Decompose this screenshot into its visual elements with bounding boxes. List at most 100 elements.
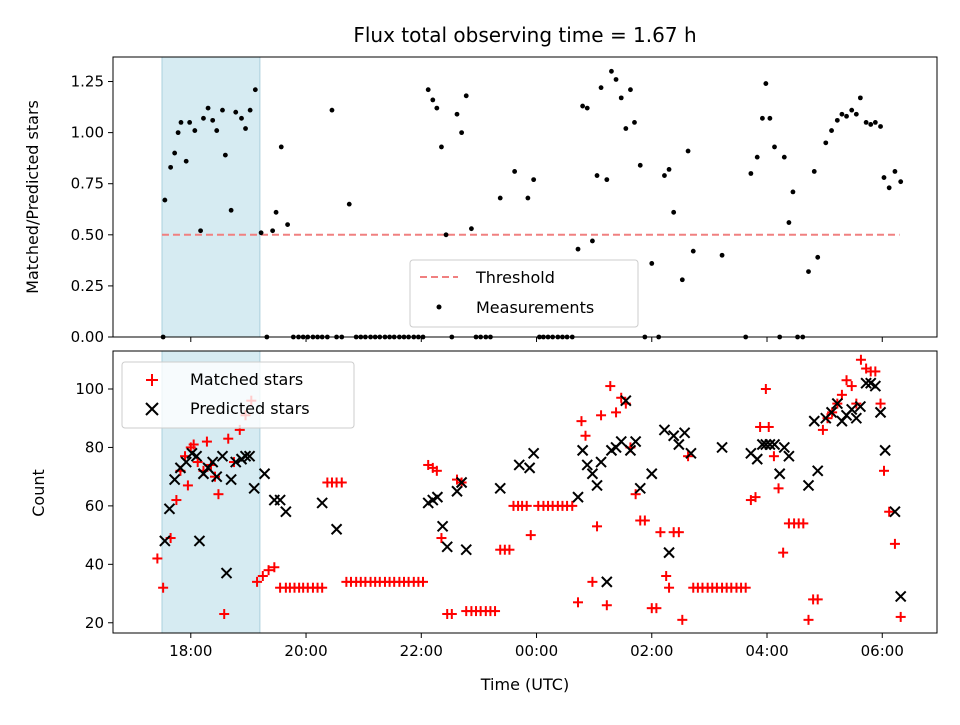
predicted-star-stroke-b [678, 427, 691, 439]
predicted-star-stroke-b [846, 403, 858, 416]
matched-star-point [760, 383, 771, 394]
matched-star-point [870, 366, 881, 377]
measurement-point [767, 115, 773, 121]
predicted-star-point [591, 479, 603, 492]
predicted-star-stroke-b [802, 479, 815, 492]
predicted-star-point [159, 535, 171, 547]
predicted-star-stroke-b [667, 430, 680, 442]
predicted-star-stroke-b [316, 497, 328, 509]
legend-measurements-swatch [436, 304, 442, 310]
measurement-point [512, 169, 518, 174]
measurement-point [175, 130, 181, 136]
predicted-star-stroke-b [220, 567, 233, 579]
predicted-star-stroke-b [629, 435, 642, 448]
predicted-star-point [180, 456, 192, 468]
predicted-star-stroke-b [206, 456, 219, 468]
matched-star-point [182, 480, 193, 491]
matched-star-point [755, 421, 766, 432]
top-y-tick-label: 0.00 [71, 328, 104, 346]
matched-star-point [740, 582, 751, 593]
predicted-star-stroke-b [211, 470, 223, 483]
measurement-point [632, 120, 637, 125]
matched-star-point [803, 614, 814, 625]
bottom-x-tick-label: 04:00 [745, 642, 788, 660]
predicted-star-point [663, 546, 675, 559]
predicted-star-point [646, 468, 658, 480]
measurement-point [853, 111, 859, 117]
measurement-point [220, 107, 225, 113]
matched-star-point [576, 416, 587, 427]
matched-star-point [889, 538, 900, 549]
matched-star-point [841, 375, 852, 386]
measurement-point [454, 111, 460, 117]
measurement-point [210, 117, 216, 123]
predicted-star-point [601, 576, 613, 588]
predicted-star-point [764, 438, 776, 451]
matched-star-point [798, 518, 809, 529]
legend-predicted-swatch [145, 402, 159, 416]
predicted-star-point [620, 394, 632, 407]
matched-star-point [592, 521, 603, 532]
predicted-star-stroke-b [812, 465, 824, 477]
matched-star-point [263, 565, 274, 576]
bottom-y-axis-label: Count [29, 469, 48, 517]
measurement-point [878, 124, 883, 129]
top-y-tick-label: 1.25 [71, 73, 104, 91]
predicted-star-stroke-b [764, 438, 776, 451]
predicted-star-stroke-b [436, 520, 449, 533]
bottom-x-tick-label: 00:00 [515, 642, 558, 660]
predicted-star-stroke-b [615, 435, 627, 448]
predicted-star-point [316, 497, 328, 509]
predicted-star-stroke-b [685, 447, 697, 459]
measurement-point [781, 154, 787, 160]
matched-star-point [158, 582, 169, 593]
predicted-star-point [572, 491, 584, 503]
predicted-star-point [595, 456, 607, 468]
measurement-point [881, 175, 887, 180]
measurement-point [618, 95, 624, 101]
matched-star-point [651, 603, 662, 614]
predicted-star-stroke-b [441, 541, 453, 553]
measurement-point [222, 152, 228, 158]
predicted-star-stroke-b [572, 491, 584, 503]
measurement-point [270, 228, 276, 234]
measurement-point [786, 220, 792, 225]
top-y-tick-label: 0.50 [71, 226, 104, 244]
measurement-point [443, 232, 449, 238]
predicted-star-stroke-b [865, 377, 877, 389]
measurement-point [214, 128, 220, 133]
measurement-point [649, 261, 655, 266]
matched-star-point [567, 500, 578, 511]
measurement-point [252, 87, 258, 93]
matched-star-point [219, 609, 230, 620]
predicted-star-stroke-b [451, 485, 463, 497]
predicted-star-stroke-b [595, 456, 607, 468]
predicted-star-point [527, 447, 540, 459]
measurement-point [598, 85, 604, 91]
measurement-point [829, 128, 834, 133]
measurement-point [839, 111, 845, 117]
legend-matched-label: Matched stars [190, 370, 303, 389]
matched-star-point [836, 389, 847, 400]
predicted-star-stroke-b [431, 491, 444, 503]
predicted-star-point [243, 450, 256, 462]
measurement-point [285, 222, 290, 227]
matched-star-point [504, 544, 515, 555]
matched-star-point [521, 500, 532, 511]
predicted-star-point [615, 435, 627, 448]
predicted-star-point [874, 406, 887, 419]
predicted-star-stroke-b [225, 473, 237, 486]
bottom-y-tick-label: 80 [85, 438, 104, 456]
predicted-star-point [451, 485, 463, 497]
predicted-star-point [678, 427, 691, 439]
predicted-star-point [850, 412, 863, 424]
measurement-point [273, 209, 279, 215]
matched-star-point [677, 614, 688, 625]
measurement-point [844, 113, 849, 119]
predicted-star-stroke-b [658, 424, 671, 436]
predicted-star-point [634, 482, 646, 495]
predicted-star-point [879, 444, 891, 457]
top-legend: Threshold Measurements [409, 259, 639, 328]
top-shaded-span [161, 56, 261, 338]
